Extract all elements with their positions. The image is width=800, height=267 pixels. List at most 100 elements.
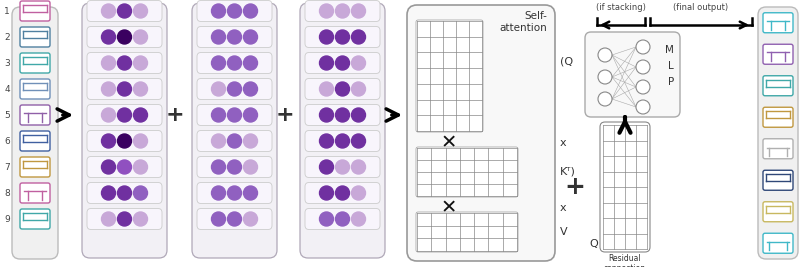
Circle shape	[335, 56, 350, 70]
FancyBboxPatch shape	[20, 209, 50, 229]
FancyBboxPatch shape	[305, 156, 380, 178]
FancyBboxPatch shape	[416, 147, 518, 197]
Circle shape	[636, 80, 650, 94]
Text: (final output): (final output)	[674, 3, 729, 12]
Text: ✕: ✕	[441, 198, 457, 218]
Text: x: x	[560, 138, 566, 148]
Circle shape	[134, 30, 147, 44]
Circle shape	[227, 56, 242, 70]
FancyBboxPatch shape	[197, 183, 272, 203]
FancyBboxPatch shape	[197, 26, 272, 48]
FancyBboxPatch shape	[82, 3, 167, 258]
FancyBboxPatch shape	[197, 156, 272, 178]
Circle shape	[102, 186, 115, 200]
Circle shape	[319, 134, 334, 148]
Text: ✕: ✕	[441, 134, 457, 152]
FancyBboxPatch shape	[197, 78, 272, 100]
Circle shape	[319, 108, 334, 122]
Circle shape	[211, 160, 226, 174]
Circle shape	[335, 30, 350, 44]
Circle shape	[636, 40, 650, 54]
FancyBboxPatch shape	[416, 20, 483, 132]
Circle shape	[636, 60, 650, 74]
Circle shape	[243, 160, 258, 174]
Circle shape	[319, 30, 334, 44]
Circle shape	[243, 56, 258, 70]
FancyBboxPatch shape	[197, 104, 272, 125]
FancyBboxPatch shape	[192, 3, 277, 258]
Circle shape	[351, 56, 366, 70]
Circle shape	[319, 186, 334, 200]
Text: 6: 6	[4, 136, 10, 146]
Circle shape	[227, 4, 242, 18]
Text: 3: 3	[4, 58, 10, 68]
Circle shape	[243, 82, 258, 96]
Circle shape	[351, 30, 366, 44]
Circle shape	[243, 134, 258, 148]
Circle shape	[102, 212, 115, 226]
Circle shape	[319, 160, 334, 174]
Circle shape	[134, 56, 147, 70]
Circle shape	[134, 186, 147, 200]
FancyBboxPatch shape	[763, 202, 793, 222]
Circle shape	[227, 82, 242, 96]
Circle shape	[335, 4, 350, 18]
FancyBboxPatch shape	[87, 78, 162, 100]
Circle shape	[118, 82, 131, 96]
FancyBboxPatch shape	[416, 212, 518, 252]
Text: (Q: (Q	[560, 56, 573, 66]
Circle shape	[102, 108, 115, 122]
Circle shape	[211, 82, 226, 96]
Circle shape	[102, 134, 115, 148]
Circle shape	[636, 100, 650, 114]
FancyBboxPatch shape	[87, 209, 162, 230]
FancyBboxPatch shape	[305, 26, 380, 48]
FancyBboxPatch shape	[20, 105, 50, 125]
Circle shape	[227, 108, 242, 122]
Circle shape	[118, 108, 131, 122]
FancyBboxPatch shape	[197, 1, 272, 22]
FancyBboxPatch shape	[763, 233, 793, 253]
Text: 5: 5	[4, 111, 10, 120]
FancyBboxPatch shape	[87, 156, 162, 178]
Text: (if stacking): (if stacking)	[596, 3, 646, 12]
Circle shape	[118, 30, 131, 44]
FancyBboxPatch shape	[763, 44, 793, 64]
FancyBboxPatch shape	[305, 1, 380, 22]
FancyBboxPatch shape	[305, 131, 380, 151]
Circle shape	[134, 134, 147, 148]
FancyBboxPatch shape	[305, 104, 380, 125]
FancyBboxPatch shape	[87, 26, 162, 48]
Circle shape	[243, 108, 258, 122]
FancyBboxPatch shape	[305, 209, 380, 230]
FancyBboxPatch shape	[20, 1, 50, 21]
Circle shape	[351, 82, 366, 96]
FancyBboxPatch shape	[197, 131, 272, 151]
FancyBboxPatch shape	[407, 5, 555, 261]
Circle shape	[351, 186, 366, 200]
Circle shape	[335, 108, 350, 122]
Text: 2: 2	[4, 33, 10, 41]
Circle shape	[227, 186, 242, 200]
FancyBboxPatch shape	[12, 7, 58, 259]
Circle shape	[319, 212, 334, 226]
Text: 4: 4	[4, 84, 10, 93]
FancyBboxPatch shape	[763, 13, 793, 33]
Text: 8: 8	[4, 189, 10, 198]
Circle shape	[351, 134, 366, 148]
Circle shape	[134, 82, 147, 96]
FancyBboxPatch shape	[87, 104, 162, 125]
FancyBboxPatch shape	[585, 32, 680, 117]
Circle shape	[118, 56, 131, 70]
Circle shape	[335, 186, 350, 200]
Circle shape	[118, 4, 131, 18]
Circle shape	[118, 212, 131, 226]
Circle shape	[102, 30, 115, 44]
Circle shape	[351, 160, 366, 174]
FancyBboxPatch shape	[20, 183, 50, 203]
Circle shape	[351, 4, 366, 18]
Circle shape	[319, 4, 334, 18]
Text: Q: Q	[590, 239, 598, 249]
Circle shape	[134, 108, 147, 122]
Text: +: +	[276, 105, 294, 125]
